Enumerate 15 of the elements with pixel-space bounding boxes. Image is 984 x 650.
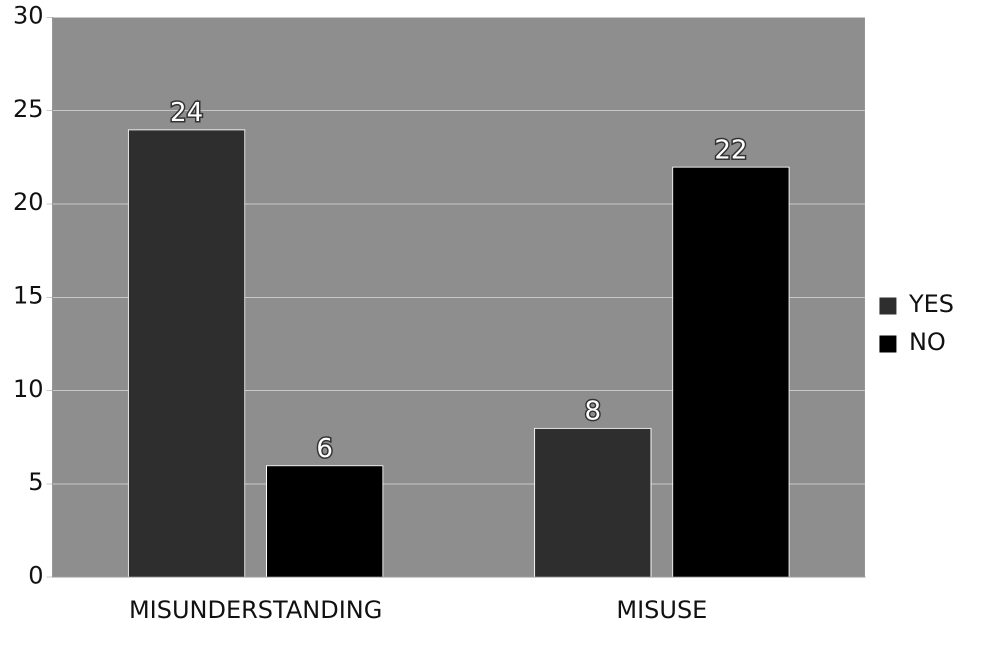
y-tick-label: 5	[28, 468, 44, 496]
legend-label: YES	[908, 290, 954, 318]
data-label: 22	[714, 135, 748, 166]
x-tick-label: MISUSE	[616, 596, 708, 624]
x-tick-label: MISUNDERSTANDING	[128, 596, 382, 624]
y-tick-label: 20	[12, 188, 44, 216]
y-tick-label: 10	[12, 374, 44, 403]
y-tick-label: 15	[12, 282, 44, 310]
data-label: 24	[170, 98, 204, 128]
y-tick-label: 0	[28, 561, 44, 590]
data-label: 8	[584, 396, 602, 427]
legend-label: NO	[908, 328, 946, 356]
y-tick-label: 25	[12, 94, 44, 123]
data-label: 6	[316, 434, 333, 464]
y-tick-label: 30	[12, 2, 44, 30]
